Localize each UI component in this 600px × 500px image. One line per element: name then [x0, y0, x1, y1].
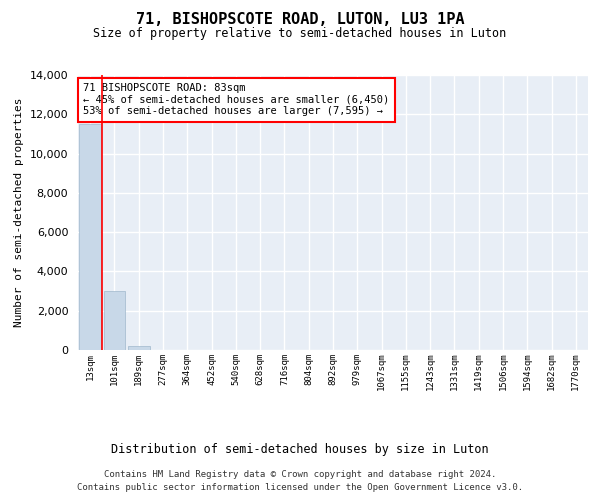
Text: Contains public sector information licensed under the Open Government Licence v3: Contains public sector information licen… — [77, 482, 523, 492]
Bar — [104, 291, 125, 350]
Text: 71 BISHOPSCOTE ROAD: 83sqm
← 45% of semi-detached houses are smaller (6,450)
53%: 71 BISHOPSCOTE ROAD: 83sqm ← 45% of semi… — [83, 83, 389, 116]
Y-axis label: Number of semi-detached properties: Number of semi-detached properties — [14, 98, 24, 327]
Text: Size of property relative to semi-detached houses in Luton: Size of property relative to semi-detach… — [94, 28, 506, 40]
Bar — [79, 124, 101, 350]
Text: 71, BISHOPSCOTE ROAD, LUTON, LU3 1PA: 71, BISHOPSCOTE ROAD, LUTON, LU3 1PA — [136, 12, 464, 28]
Text: Distribution of semi-detached houses by size in Luton: Distribution of semi-detached houses by … — [111, 442, 489, 456]
Text: Contains HM Land Registry data © Crown copyright and database right 2024.: Contains HM Land Registry data © Crown c… — [104, 470, 496, 479]
Bar — [128, 346, 149, 350]
